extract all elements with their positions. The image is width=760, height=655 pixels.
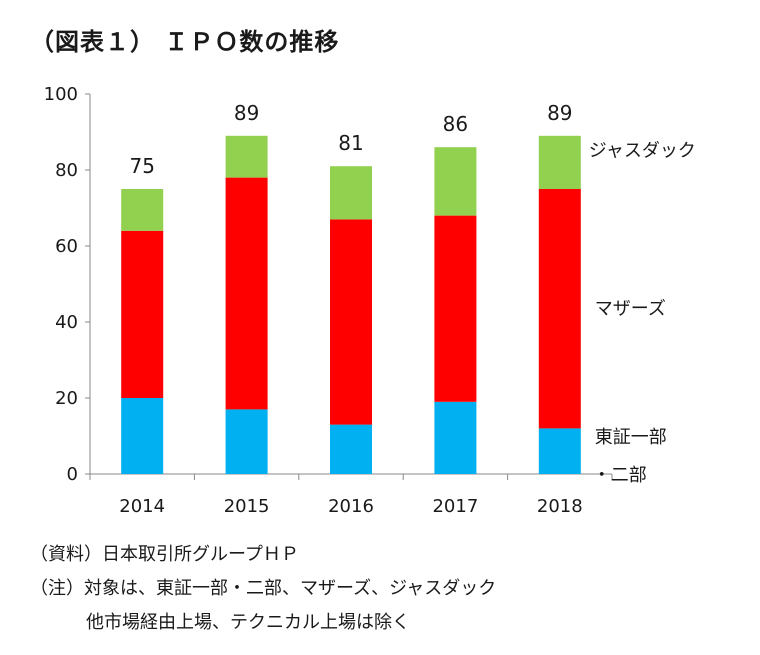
chart-title: （図表１） ＩＰＯ数の推移 [30, 28, 340, 56]
total-data-label: 81 [338, 131, 363, 155]
total-data-label: 89 [547, 101, 572, 125]
total-data-label: 75 [129, 154, 154, 178]
labels: 2014 75 2015 89 2016 81 2017 86 2018 89 東証一部・二部 マザー… [119, 101, 696, 517]
total-data-label: 89 [234, 101, 259, 125]
legend-label-tosho: 東証一部 [595, 427, 667, 448]
bars [121, 135, 581, 474]
bar-segment-2017 [434, 401, 477, 474]
bar-segment-2016 [330, 166, 372, 220]
y-tick-label: 60 [55, 236, 78, 257]
source-note: （資料）日本取引所グループＨＰ [30, 544, 299, 565]
bar-segment-2014 [121, 189, 164, 231]
y-tick-label: 0 [67, 464, 78, 485]
legend-label-tosho-line2: ・二部 [593, 465, 647, 486]
bar-segment-2017 [434, 147, 477, 216]
y-tick-label: 40 [55, 312, 78, 333]
bar-segment-2014 [121, 398, 164, 474]
y-tick-label: 20 [55, 388, 78, 409]
x-tick-label: 2015 [224, 496, 270, 517]
bar-segment-2015 [225, 409, 268, 474]
legend-label-jasdaq: ジャスダック [589, 140, 696, 161]
x-tick-label: 2014 [119, 496, 165, 517]
x-tick-label: 2018 [537, 496, 583, 517]
bar-segment-2014 [121, 230, 164, 398]
bar-segment-2015 [225, 135, 268, 178]
total-data-label: 86 [443, 112, 468, 136]
bar-segment-2018 [538, 189, 581, 429]
bar-segment-2016 [330, 219, 372, 425]
x-tick-label: 2016 [328, 496, 374, 517]
y-tick-label: 100 [44, 84, 78, 105]
note-line-2: 他市場経由上場、テクニカル上場は除く [86, 612, 410, 633]
bar-segment-2018 [538, 135, 581, 189]
note-line-1: （注）対象は、東証一部・二部、マザーズ、ジャスダック [30, 578, 497, 599]
legend-label-mothers: マザーズ [595, 299, 666, 320]
bar-segment-2015 [225, 177, 268, 410]
axes: 0 20 40 60 80 100 [44, 84, 613, 485]
x-tick-label: 2017 [432, 496, 478, 517]
bar-segment-2016 [330, 424, 372, 474]
bar-segment-2017 [434, 215, 477, 402]
y-tick-label: 80 [55, 160, 78, 181]
bar-segment-2018 [538, 428, 581, 474]
